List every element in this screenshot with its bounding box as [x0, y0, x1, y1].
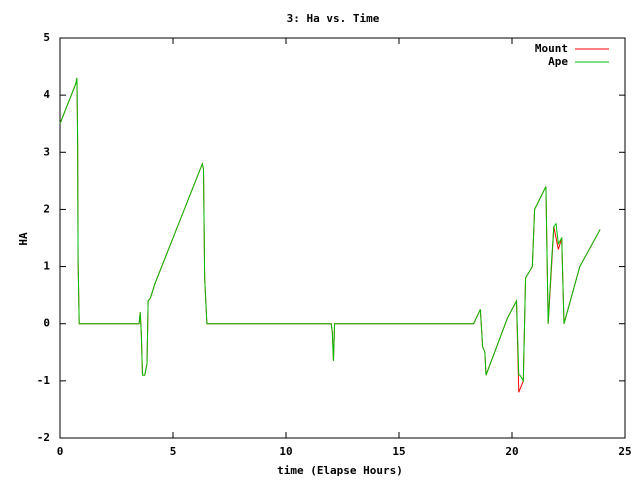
- x-tick-label: 15: [392, 445, 405, 458]
- y-tick-label: 2: [43, 202, 50, 215]
- y-tick-label: 0: [43, 317, 50, 330]
- y-tick-label: 4: [43, 88, 50, 101]
- y-tick-label: 5: [43, 31, 50, 44]
- data-line: [59, 77, 601, 383]
- legend-label: Ape: [548, 55, 568, 68]
- y-axis-label: HA: [17, 232, 30, 246]
- legend-label: Mount: [535, 42, 568, 55]
- y-tick-label: -2: [37, 431, 50, 444]
- x-tick-label: 10: [279, 445, 292, 458]
- plot-border: [59, 37, 626, 439]
- x-axis-label: time (Elapse Hours): [277, 464, 403, 477]
- x-tick-label: 25: [618, 445, 631, 458]
- x-tick-label: 0: [57, 445, 64, 458]
- y-tick-label: 3: [43, 145, 50, 158]
- y-tick-label: 1: [43, 260, 50, 273]
- y-tick-label: -1: [37, 374, 51, 387]
- chart-title: 3: Ha vs. Time: [287, 12, 380, 25]
- x-tick-label: 20: [505, 445, 518, 458]
- x-tick-label: 5: [170, 445, 177, 458]
